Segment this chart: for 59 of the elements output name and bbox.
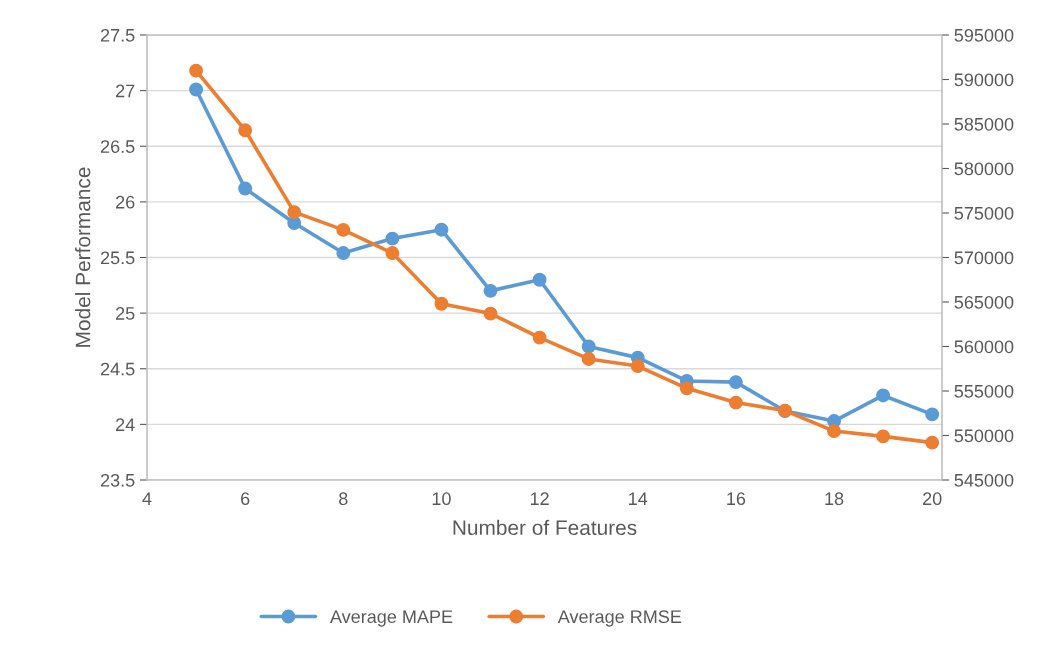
y2-tick-label: 555000 xyxy=(954,384,1014,398)
point xyxy=(532,272,547,287)
y2-tick-label: 585000 xyxy=(954,117,1014,131)
y-tick-label: 26 xyxy=(116,195,135,209)
x-tick-label: 16 xyxy=(727,492,746,506)
point xyxy=(434,222,449,237)
x-tick-label: 4 xyxy=(142,492,152,505)
point xyxy=(876,388,891,403)
point xyxy=(581,339,596,354)
y-tick-label: 23.5 xyxy=(100,473,135,487)
point xyxy=(385,246,400,260)
point xyxy=(728,375,743,390)
y2-tick-label: 590000 xyxy=(954,73,1014,87)
point xyxy=(876,429,891,444)
y-tick-label: 27.5 xyxy=(100,28,135,42)
legend-label: Average MAPE xyxy=(329,610,453,627)
point xyxy=(581,352,596,366)
y2-tick-label: 560000 xyxy=(954,340,1014,354)
y-tick-label: 24 xyxy=(116,418,135,431)
point xyxy=(189,63,204,78)
point xyxy=(238,123,253,138)
y-tick-label: 27 xyxy=(116,84,135,98)
point xyxy=(483,283,498,298)
y-tick-label: 26.5 xyxy=(100,140,135,153)
y2-tick-label: 575000 xyxy=(954,206,1014,220)
x-tick-label: 6 xyxy=(241,492,250,506)
point xyxy=(925,407,940,422)
point xyxy=(925,435,940,450)
point xyxy=(336,222,351,237)
point xyxy=(532,330,547,345)
point xyxy=(679,381,694,396)
y2-tick-label: 595000 xyxy=(954,28,1014,42)
y-tick-label: 25 xyxy=(116,307,135,320)
y-tick-label: 24.5 xyxy=(100,362,135,376)
x-tick-label: 8 xyxy=(339,492,348,506)
y2-tick-label: 580000 xyxy=(954,162,1014,176)
legend-label: Average RMSE xyxy=(557,610,682,627)
point xyxy=(189,82,204,97)
point xyxy=(336,246,351,260)
y2-tick-label: 550000 xyxy=(954,429,1014,443)
y2-tick-label: 545000 xyxy=(954,473,1014,487)
y-axis-title: Model Performance xyxy=(75,167,91,347)
x-tick-label: 14 xyxy=(629,492,648,505)
point xyxy=(728,395,743,410)
point xyxy=(630,359,645,374)
y2-tick-label: 565000 xyxy=(954,295,1014,309)
y2-tick-label: 570000 xyxy=(954,251,1014,265)
point xyxy=(434,296,449,311)
point xyxy=(827,424,841,438)
point xyxy=(385,231,400,246)
point xyxy=(483,306,498,321)
x-tick-label: 12 xyxy=(530,492,549,505)
point xyxy=(287,205,302,220)
y-tick-label: 25.5 xyxy=(100,251,135,265)
point xyxy=(238,181,253,196)
x-tick-label: 18 xyxy=(825,492,844,506)
x-axis-title: Number of Features xyxy=(453,519,637,536)
x-tick-label: 10 xyxy=(432,492,451,506)
x-tick-label: 20 xyxy=(923,492,942,506)
